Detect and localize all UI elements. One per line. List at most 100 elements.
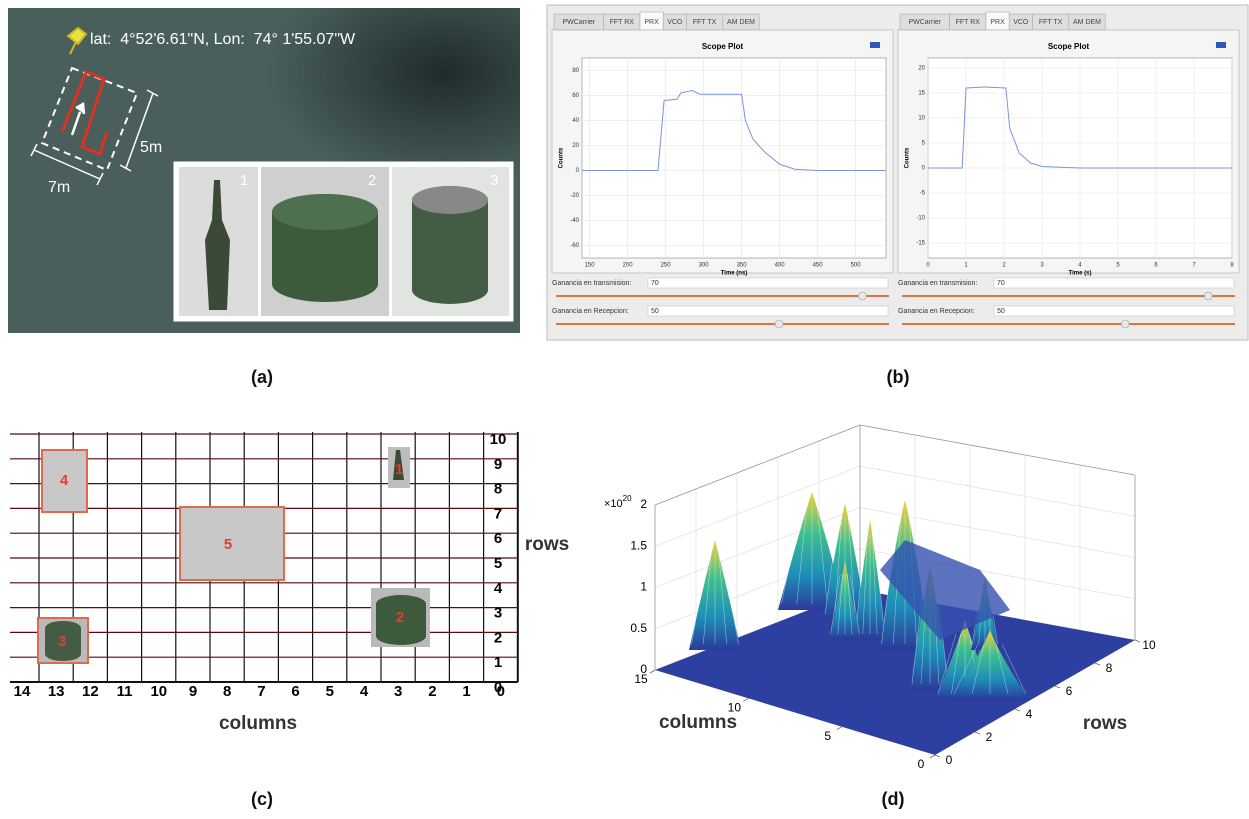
surface-mesh (1001, 643, 1027, 695)
row-tick-label: 0 (946, 753, 953, 767)
y-axis-label: Counts (905, 147, 911, 168)
slider-field (647, 277, 889, 289)
caption: (d) (882, 789, 905, 809)
slider-value: 70 (651, 280, 659, 287)
x-tick-label: 1 (964, 263, 968, 269)
object-2-top (272, 194, 378, 230)
width-dimension (119, 89, 159, 172)
z-tick-label: 0 (640, 662, 647, 676)
axis-line (654, 424, 861, 506)
x-axis-label: Time (s) (1069, 271, 1092, 277)
object-box (179, 506, 285, 581)
y-tick-label: 80 (572, 68, 579, 74)
z-tick-label: 2 (640, 497, 647, 511)
tab-label: VCO (667, 19, 683, 26)
tab-label: VCO (1013, 19, 1029, 26)
column-label: 9 (189, 683, 197, 700)
x-tick-label: 8 (1230, 263, 1234, 269)
z-scale: ×1020 (604, 494, 632, 510)
scan-path (60, 70, 109, 156)
surface-mesh (722, 553, 739, 645)
surface-mesh (824, 516, 839, 615)
y-tick-label: 0 (922, 166, 926, 172)
x-tick-label: 300 (699, 263, 710, 269)
object-label: 2 (396, 609, 404, 626)
inset-label: 1 (240, 172, 248, 189)
tab-label: PRX (990, 19, 1005, 26)
surface-mesh (781, 505, 803, 605)
x-tick-label: 2 (1002, 263, 1006, 269)
row-tick-label: 6 (1066, 684, 1073, 698)
column-label: 10 (150, 683, 167, 700)
x-tick-label: 200 (623, 263, 634, 269)
tab-label: FFT RX (610, 19, 635, 26)
x-tick-label: 7 (1192, 263, 1196, 269)
y-tick-label: 10 (918, 116, 925, 122)
tab-label: PRX (644, 19, 659, 26)
row-label: 10 (490, 431, 507, 448)
column-label: 6 (291, 683, 299, 700)
y-tick-label: -20 (570, 193, 579, 199)
surface-mesh (937, 633, 957, 695)
row-label: 1 (494, 654, 502, 671)
column-label: 13 (48, 683, 65, 700)
tab-label: AM DEM (1073, 19, 1101, 26)
row-tick-label: 10 (1142, 638, 1156, 652)
signal-line (582, 89, 886, 171)
grid-line (859, 465, 1136, 517)
row-label: 7 (494, 505, 502, 522)
surface-mesh (874, 533, 885, 635)
row-tick (1054, 685, 1061, 689)
plot-title: Scope Plot (1048, 42, 1090, 51)
y-tick-label: -5 (920, 191, 926, 197)
slider-knob[interactable] (1120, 319, 1130, 329)
row-tick-label: 8 (1106, 661, 1113, 675)
plot-title: Scope Plot (702, 42, 744, 51)
length-label: 7m (48, 179, 70, 196)
row-tick (934, 754, 941, 758)
surface-mesh (691, 553, 708, 645)
caption: (c) (251, 789, 273, 809)
column-label: 5 (326, 683, 334, 700)
z-scale-base: ×10 (604, 498, 623, 510)
slider-knob[interactable] (774, 319, 784, 329)
column-tick-label: 15 (634, 672, 648, 686)
surface-mesh (862, 533, 868, 635)
z-tick-label: 1.5 (630, 538, 647, 552)
y-tick-label: 15 (918, 91, 925, 97)
tab-label: FFT TX (693, 19, 717, 26)
row-label: 6 (494, 530, 502, 547)
y-tick-label: 20 (918, 66, 925, 72)
column-label: 8 (223, 683, 231, 700)
surface-floor (655, 590, 1135, 755)
slider-knob[interactable] (1204, 291, 1213, 301)
column-label: 11 (117, 683, 133, 700)
row-label: 9 (494, 456, 502, 473)
column-tick (836, 726, 842, 731)
surface-mesh (830, 573, 841, 635)
surface-mesh (837, 573, 843, 635)
surface-mesh (718, 553, 727, 645)
x-tick-label: 250 (661, 263, 672, 269)
slider-label: Ganancia en Recepcion: (552, 308, 629, 315)
object-3-top (412, 186, 488, 214)
column-label: 0 (497, 683, 505, 700)
slider-label: Ganancia en transmision: (552, 280, 631, 287)
inset-label: 3 (490, 172, 498, 189)
column-tick (649, 669, 656, 674)
caption: (b) (887, 367, 910, 387)
row-tick (1094, 662, 1101, 666)
row-tick (1014, 708, 1021, 712)
object-label: 4 (60, 472, 69, 489)
y-tick-label: 5 (922, 141, 926, 147)
surface-mesh (872, 533, 878, 635)
x-tick-label: 150 (585, 263, 596, 269)
slider-value: 50 (997, 308, 1005, 315)
surface-mesh (971, 643, 985, 695)
row-label: 2 (494, 629, 502, 646)
slider-label: Ganancia en Recepcion: (898, 308, 975, 315)
x-tick-label: 3 (1040, 263, 1044, 269)
z-tick-label: 1 (640, 580, 647, 594)
slider-knob[interactable] (858, 291, 867, 301)
